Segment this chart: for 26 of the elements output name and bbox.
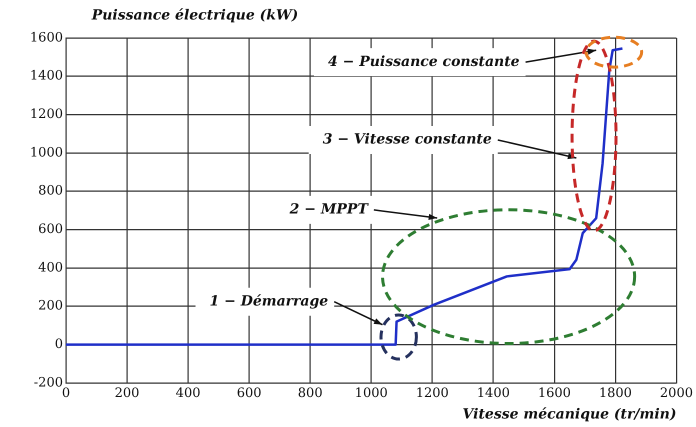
y-tick-label: 800: [38, 184, 63, 199]
y-tick-label: 1000: [30, 145, 63, 160]
x-tick-label: 200: [114, 386, 140, 402]
annotation: 1 − Démarrage: [210, 293, 328, 310]
x-tick-label: 1800: [598, 386, 632, 402]
x-axis-title: Vitesse mécanique (tr/min): [462, 406, 676, 423]
y-tick-label: 200: [38, 298, 63, 314]
x-tick-label: 1400: [476, 386, 510, 402]
x-tick-label: 600: [236, 386, 262, 402]
y-tick-label: 400: [38, 260, 63, 276]
x-tick-label: 1000: [354, 386, 388, 402]
x-tick-label: 800: [298, 386, 323, 402]
y-tick-label: 600: [38, 222, 63, 238]
x-tick-label: 2000: [660, 386, 694, 402]
x-tick-label: 400: [176, 386, 201, 402]
annotation: 3 − Vitesse constante: [322, 132, 492, 148]
y-tick-label: 1600: [30, 30, 63, 46]
y-axis-title: Puissance électrique (kW): [90, 8, 298, 24]
y-tick-label: 1400: [30, 68, 63, 84]
y-tick-label: -200: [34, 375, 63, 390]
x-tick-label: 1600: [538, 386, 571, 402]
annotation: 2 − MPPT: [288, 202, 370, 218]
x-tick-label: 1200: [416, 386, 449, 402]
annotation: 4 − Puissance constante: [328, 54, 520, 70]
y-tick-label: 0: [54, 337, 63, 352]
y-tick-label: 1200: [30, 107, 63, 122]
